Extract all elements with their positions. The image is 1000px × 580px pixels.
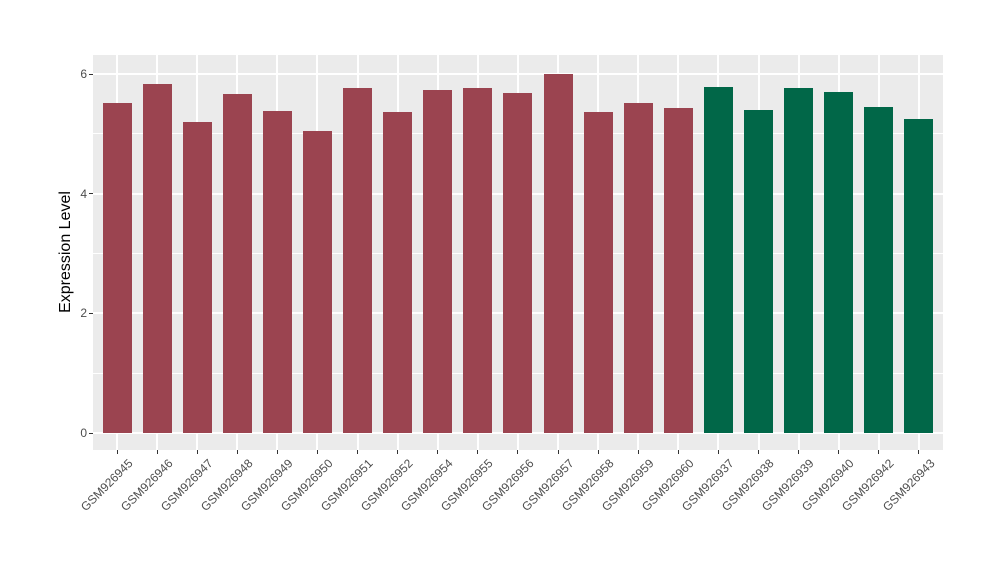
plot-panel: [93, 55, 943, 450]
y-tick-label: 2: [80, 306, 87, 321]
x-tick-mark: [397, 450, 399, 454]
bar: [262, 110, 292, 433]
bar: [623, 103, 653, 433]
bar: [142, 84, 172, 433]
bar: [663, 108, 693, 433]
y-tick-mark: [89, 432, 93, 434]
y-tick-label: 6: [80, 67, 87, 81]
x-tick-mark: [758, 450, 759, 454]
bar: [904, 119, 934, 433]
x-tick-mark: [477, 450, 479, 454]
bar: [343, 87, 373, 433]
x-tick-mark: [276, 450, 278, 454]
x-tick-mark: [517, 450, 519, 454]
x-tick-mark: [236, 450, 238, 454]
x-tick-mark: [878, 450, 880, 454]
x-tick-mark: [677, 450, 679, 454]
y-tick-label: 0: [80, 426, 87, 440]
bar: [463, 88, 493, 433]
bar: [824, 91, 854, 433]
x-tick-mark: [918, 450, 920, 454]
x-tick-mark: [196, 450, 198, 454]
x-tick-mark: [116, 450, 118, 454]
x-tick-mark: [717, 450, 719, 454]
bar: [423, 90, 453, 433]
x-tick-mark: [637, 450, 639, 454]
y-tick-mark: [89, 193, 93, 195]
bar: [583, 112, 613, 433]
x-tick-mark: [357, 450, 359, 454]
bar: [543, 74, 573, 433]
bar: [744, 109, 773, 433]
x-tick-mark: [316, 450, 318, 454]
bar: [383, 112, 413, 433]
bar: [703, 86, 733, 433]
y-tick-mark: [89, 73, 93, 75]
x-tick-mark: [437, 450, 439, 454]
bar: [302, 130, 332, 433]
y-tick-label: 4: [80, 186, 87, 201]
x-tick-mark: [838, 450, 840, 454]
x-tick-mark: [557, 450, 559, 454]
bar: [222, 94, 252, 433]
x-tick-mark: [156, 450, 158, 454]
bar: [102, 102, 132, 433]
y-tick-mark: [89, 312, 93, 314]
y-axis-title: Expression Level: [57, 191, 74, 313]
x-tick-mark: [798, 450, 800, 454]
bar: [864, 106, 894, 433]
bar: [182, 121, 212, 433]
bar: [503, 93, 533, 433]
x-tick-mark: [597, 450, 599, 454]
bar: [784, 87, 814, 433]
